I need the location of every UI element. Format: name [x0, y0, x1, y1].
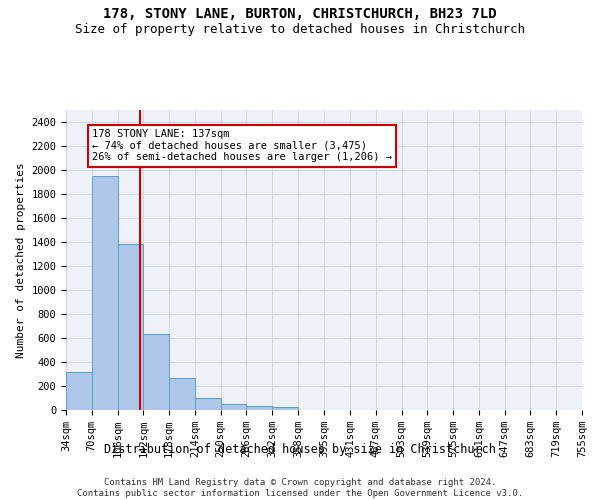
Bar — [221, 404, 247, 410]
Y-axis label: Number of detached properties: Number of detached properties — [16, 162, 26, 358]
Text: Distribution of detached houses by size in Christchurch: Distribution of detached houses by size … — [104, 442, 496, 456]
Text: Contains HM Land Registry data © Crown copyright and database right 2024.
Contai: Contains HM Land Registry data © Crown c… — [77, 478, 523, 498]
Bar — [247, 406, 272, 410]
Bar — [195, 398, 221, 410]
Bar — [143, 334, 169, 410]
Text: Size of property relative to detached houses in Christchurch: Size of property relative to detached ho… — [75, 22, 525, 36]
Text: 178, STONY LANE, BURTON, CHRISTCHURCH, BH23 7LD: 178, STONY LANE, BURTON, CHRISTCHURCH, B… — [103, 8, 497, 22]
Bar — [118, 244, 143, 410]
Bar — [66, 372, 92, 410]
Text: 178 STONY LANE: 137sqm
← 74% of detached houses are smaller (3,475)
26% of semi-: 178 STONY LANE: 137sqm ← 74% of detached… — [92, 129, 392, 162]
Bar — [272, 407, 298, 410]
Bar — [169, 378, 195, 410]
Bar — [92, 176, 118, 410]
